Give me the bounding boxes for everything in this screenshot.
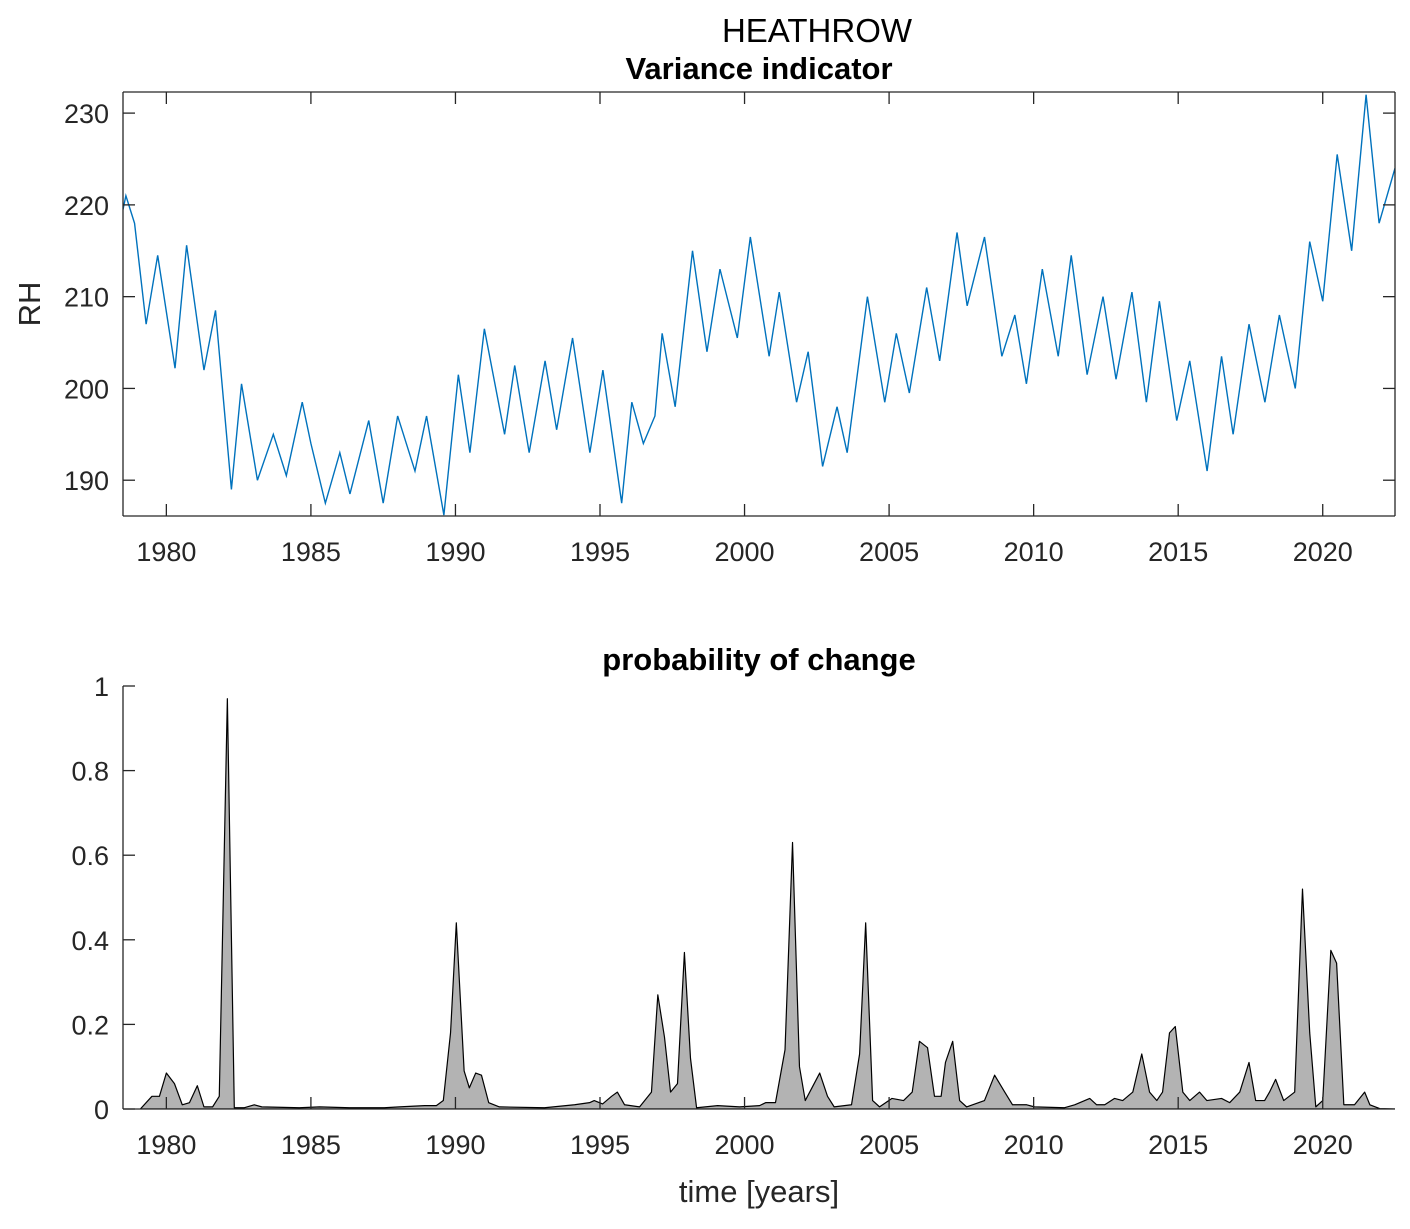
x-tick-label: 2010 bbox=[1004, 1130, 1064, 1160]
data-line bbox=[123, 94, 1395, 516]
figure-title: HEATHROW bbox=[722, 12, 913, 49]
y-tick-label: 0.6 bbox=[71, 841, 109, 871]
x-tick-label: 1980 bbox=[136, 1130, 196, 1160]
x-tick-label: 2000 bbox=[715, 1130, 775, 1160]
data-area bbox=[139, 698, 1395, 1109]
y-tick-label: 0.2 bbox=[71, 1010, 109, 1040]
x-tick-label: 2020 bbox=[1293, 1130, 1353, 1160]
x-tick-label: 2005 bbox=[859, 537, 919, 567]
x-tick-label: 2010 bbox=[1004, 537, 1064, 567]
x-tick-label: 2005 bbox=[859, 1130, 919, 1160]
x-tick-label: 2015 bbox=[1148, 537, 1208, 567]
x-tick-label: 1985 bbox=[281, 537, 341, 567]
y-tick-label: 0 bbox=[94, 1095, 109, 1125]
y-tick-label: 190 bbox=[64, 466, 109, 496]
y-axis-label: RH bbox=[12, 282, 47, 327]
x-tick-label: 1995 bbox=[570, 537, 630, 567]
x-tick-label: 1985 bbox=[281, 1130, 341, 1160]
y-tick-label: 200 bbox=[64, 374, 109, 404]
x-axis-label: time [years] bbox=[679, 1174, 839, 1209]
y-tick-label: 230 bbox=[64, 99, 109, 129]
x-tick-label: 2020 bbox=[1293, 537, 1353, 567]
y-tick-label: 0.4 bbox=[71, 926, 109, 956]
x-tick-label: 1990 bbox=[425, 1130, 485, 1160]
x-tick-label: 1980 bbox=[136, 537, 196, 567]
y-tick-label: 0.8 bbox=[71, 757, 109, 787]
x-tick-label: 2015 bbox=[1148, 1130, 1208, 1160]
y-tick-label: 1 bbox=[94, 672, 109, 702]
x-tick-label: 1990 bbox=[425, 537, 485, 567]
y-tick-label: 220 bbox=[64, 191, 109, 221]
x-tick-label: 1995 bbox=[570, 1130, 630, 1160]
y-tick-label: 210 bbox=[64, 283, 109, 313]
x-tick-label: 2000 bbox=[715, 537, 775, 567]
chart-title: Variance indicator bbox=[625, 51, 892, 86]
chart-title: probability of change bbox=[602, 642, 915, 677]
